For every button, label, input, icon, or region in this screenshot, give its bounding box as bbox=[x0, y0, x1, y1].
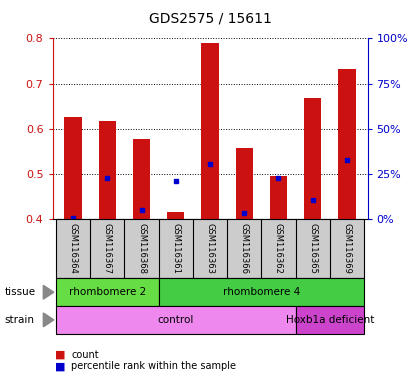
Text: GSM116364: GSM116364 bbox=[68, 223, 78, 274]
Bar bbox=[202, 43, 218, 219]
Text: GDS2575 / 15611: GDS2575 / 15611 bbox=[149, 12, 271, 25]
Text: rhombomere 4: rhombomere 4 bbox=[223, 287, 300, 297]
Text: count: count bbox=[71, 350, 99, 360]
Text: rhombomere 2: rhombomere 2 bbox=[68, 287, 146, 297]
Bar bbox=[304, 98, 321, 219]
Text: GSM116368: GSM116368 bbox=[137, 223, 146, 274]
Bar bbox=[99, 121, 116, 219]
Text: percentile rank within the sample: percentile rank within the sample bbox=[71, 361, 236, 371]
Text: strain: strain bbox=[4, 315, 34, 325]
Text: GSM116361: GSM116361 bbox=[171, 223, 180, 274]
Text: ■: ■ bbox=[55, 361, 65, 371]
Text: GSM116369: GSM116369 bbox=[342, 223, 352, 274]
Text: GSM116366: GSM116366 bbox=[240, 223, 249, 274]
Text: ■: ■ bbox=[55, 350, 65, 360]
Bar bbox=[167, 212, 184, 219]
Text: GSM116362: GSM116362 bbox=[274, 223, 283, 274]
Bar bbox=[65, 118, 81, 219]
Bar bbox=[339, 69, 355, 219]
Text: control: control bbox=[158, 315, 194, 325]
Text: GSM116367: GSM116367 bbox=[103, 223, 112, 274]
Text: Hoxb1a deficient: Hoxb1a deficient bbox=[286, 315, 374, 325]
Bar bbox=[270, 176, 287, 219]
Bar bbox=[133, 139, 150, 219]
Text: GSM116365: GSM116365 bbox=[308, 223, 317, 274]
Bar bbox=[236, 147, 253, 219]
Text: tissue: tissue bbox=[4, 287, 35, 297]
Text: GSM116363: GSM116363 bbox=[205, 223, 215, 274]
